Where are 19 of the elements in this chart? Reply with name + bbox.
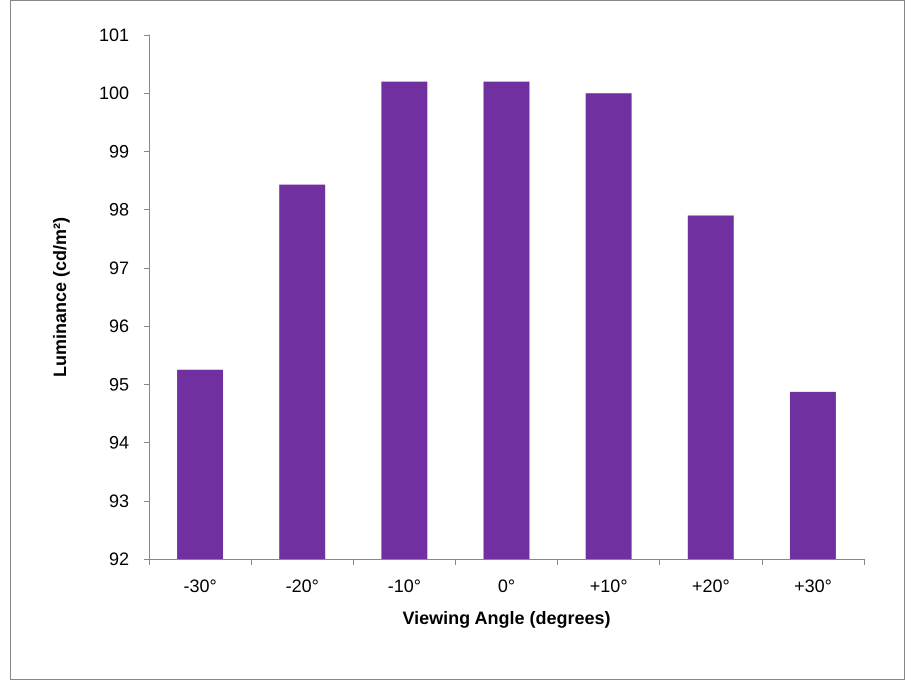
y-tick-label: 94	[108, 432, 129, 453]
x-tick-label: +20°	[692, 576, 730, 596]
x-axis-title: Viewing Angle (degrees)	[402, 608, 611, 628]
y-tick-label: 98	[108, 200, 129, 220]
y-axis-title: Luminance (cd/m²)	[50, 216, 70, 378]
y-tick-label: 97	[108, 258, 129, 278]
y-tick-label: 96	[108, 316, 129, 336]
y-tick-label: 95	[108, 374, 129, 394]
x-tick-label: -10°	[388, 576, 421, 596]
x-tick-label: -30°	[183, 576, 217, 596]
y-tick-label: 101	[98, 25, 129, 45]
y-tick-label: 99	[108, 141, 129, 162]
x-tick-label: +10°	[590, 576, 628, 596]
y-tick-label: 93	[108, 490, 129, 511]
x-tick-label: -20°	[286, 576, 319, 596]
x-tick-label: 0°	[498, 576, 516, 596]
x-tick-label: +30°	[794, 576, 832, 596]
y-tick-label: 100	[98, 83, 129, 104]
y-tick-label: 92	[108, 549, 129, 569]
